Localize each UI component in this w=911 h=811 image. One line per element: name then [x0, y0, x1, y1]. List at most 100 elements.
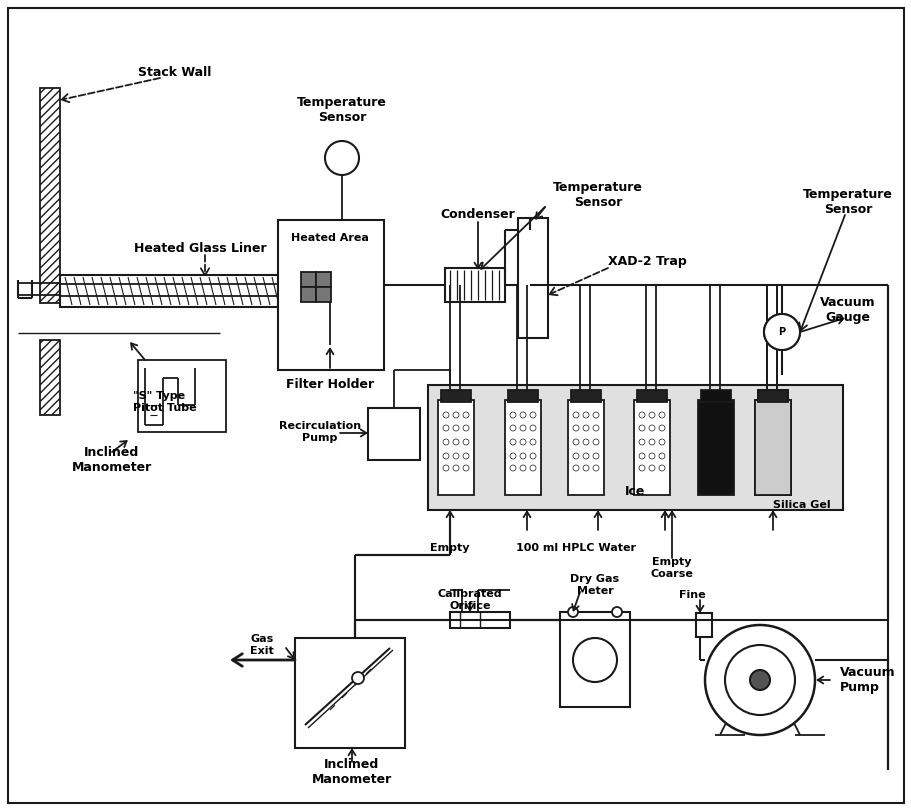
Bar: [301, 287, 315, 302]
Text: Condenser: Condenser: [440, 208, 515, 221]
Text: 100 ml HPLC Water: 100 ml HPLC Water: [516, 543, 635, 553]
Circle shape: [453, 465, 458, 471]
Circle shape: [463, 439, 468, 445]
Circle shape: [572, 425, 578, 431]
Circle shape: [443, 453, 448, 459]
Text: Empty: Empty: [430, 543, 469, 553]
Circle shape: [443, 425, 448, 431]
Bar: [368, 408, 420, 460]
Circle shape: [572, 465, 578, 471]
Circle shape: [592, 439, 599, 445]
Text: Heated Area: Heated Area: [291, 233, 369, 243]
Text: Ice: Ice: [624, 486, 644, 499]
Circle shape: [324, 141, 359, 175]
Circle shape: [659, 439, 664, 445]
Circle shape: [611, 607, 621, 617]
Circle shape: [443, 412, 448, 418]
Circle shape: [763, 314, 799, 350]
Circle shape: [582, 425, 589, 431]
Circle shape: [592, 425, 599, 431]
Circle shape: [529, 425, 536, 431]
Circle shape: [582, 412, 589, 418]
Text: Vacuum
Pump: Vacuum Pump: [839, 666, 895, 694]
Circle shape: [572, 453, 578, 459]
Circle shape: [572, 439, 578, 445]
Circle shape: [529, 465, 536, 471]
Bar: [301, 272, 315, 287]
Circle shape: [529, 412, 536, 418]
Circle shape: [572, 412, 578, 418]
Circle shape: [649, 412, 654, 418]
Circle shape: [724, 645, 794, 715]
Bar: [507, 390, 537, 402]
Circle shape: [509, 465, 516, 471]
Bar: [437, 400, 474, 495]
Text: P: P: [778, 327, 784, 337]
Text: XAD-2 Trap: XAD-2 Trap: [608, 255, 686, 268]
Text: Silica Gel: Silica Gel: [773, 500, 830, 510]
Circle shape: [453, 425, 458, 431]
Bar: [695, 613, 711, 637]
Circle shape: [519, 412, 526, 418]
Circle shape: [568, 607, 578, 617]
Circle shape: [763, 314, 799, 350]
Bar: [757, 390, 787, 402]
Bar: [40, 88, 60, 303]
Bar: [449, 612, 509, 628]
Bar: [517, 218, 548, 338]
Text: Vacuum
Gauge: Vacuum Gauge: [819, 296, 875, 324]
Circle shape: [582, 465, 589, 471]
Circle shape: [649, 439, 654, 445]
Bar: [636, 390, 666, 402]
Circle shape: [639, 439, 644, 445]
Circle shape: [592, 412, 599, 418]
Bar: [754, 400, 790, 495]
Circle shape: [519, 439, 526, 445]
Circle shape: [443, 465, 448, 471]
Bar: [278, 220, 384, 370]
Bar: [701, 390, 731, 402]
Circle shape: [749, 670, 769, 690]
Circle shape: [639, 425, 644, 431]
Circle shape: [519, 465, 526, 471]
Circle shape: [509, 439, 516, 445]
Circle shape: [509, 412, 516, 418]
Bar: [568, 400, 603, 495]
Circle shape: [529, 453, 536, 459]
Circle shape: [463, 412, 468, 418]
Bar: [754, 400, 790, 495]
Circle shape: [582, 439, 589, 445]
Circle shape: [352, 672, 363, 684]
Circle shape: [463, 425, 468, 431]
Circle shape: [592, 453, 599, 459]
Bar: [559, 612, 630, 707]
Circle shape: [639, 412, 644, 418]
Circle shape: [649, 465, 654, 471]
Circle shape: [659, 453, 664, 459]
Bar: [445, 268, 505, 302]
Bar: [633, 400, 670, 495]
Text: Fine: Fine: [678, 590, 704, 600]
Text: Temperature
Sensor: Temperature Sensor: [803, 188, 892, 216]
Circle shape: [639, 465, 644, 471]
Text: Recirculation
Pump: Recirculation Pump: [279, 421, 361, 443]
Circle shape: [529, 439, 536, 445]
Bar: [757, 390, 787, 402]
Text: Temperature
Sensor: Temperature Sensor: [297, 96, 386, 124]
Bar: [138, 360, 226, 432]
Bar: [60, 275, 278, 307]
Text: Empty
Coarse: Empty Coarse: [650, 557, 692, 579]
Text: Calibrated
Orifice: Calibrated Orifice: [437, 590, 502, 611]
Circle shape: [463, 453, 468, 459]
Text: Heated Glass Liner: Heated Glass Liner: [134, 242, 266, 255]
Circle shape: [453, 412, 458, 418]
Circle shape: [443, 439, 448, 445]
Circle shape: [639, 453, 644, 459]
Text: Filter Holder: Filter Holder: [286, 379, 374, 392]
Text: "S" Type
Pitot Tube: "S" Type Pitot Tube: [133, 391, 197, 413]
Circle shape: [649, 453, 654, 459]
Bar: [441, 390, 470, 402]
Text: Gas
Exit: Gas Exit: [250, 634, 273, 656]
Bar: [315, 272, 331, 287]
Bar: [294, 638, 404, 748]
